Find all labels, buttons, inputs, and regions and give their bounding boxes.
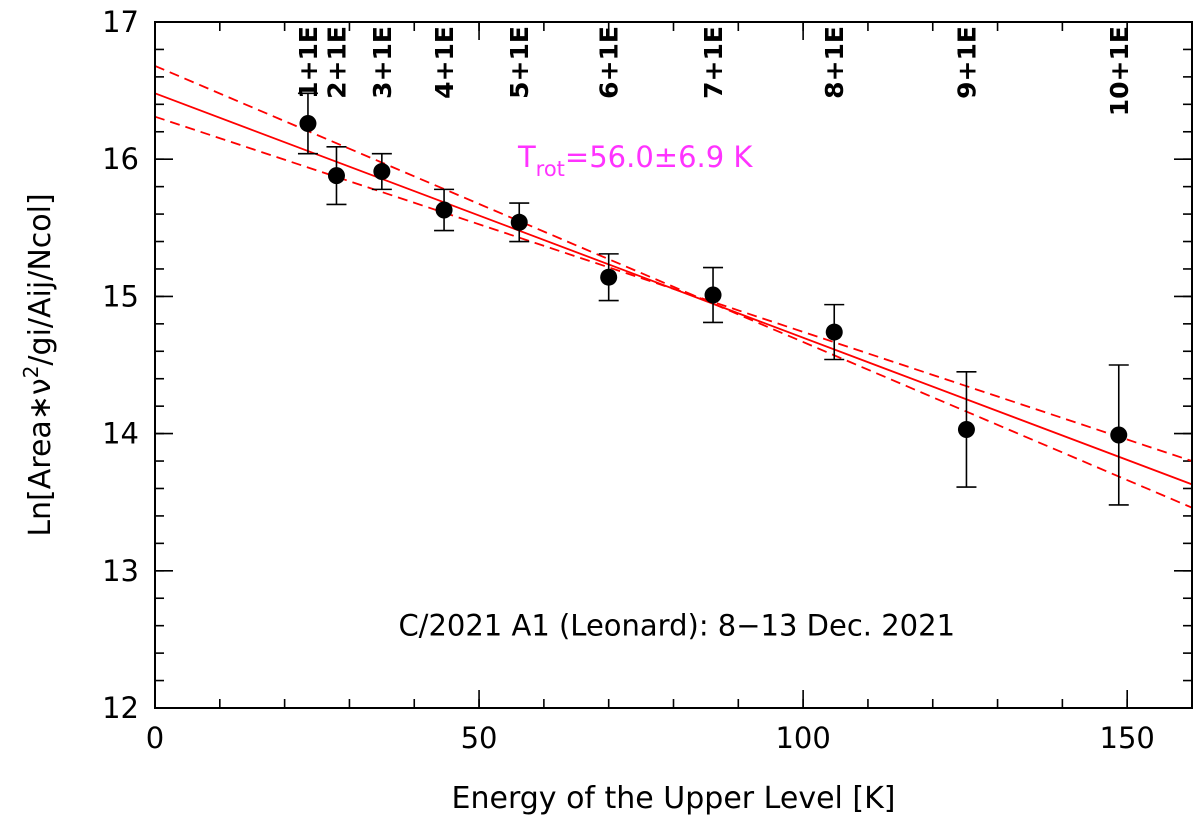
y-axis-label: Ln[Area∗ν2/gi/Aij/Ncol] bbox=[19, 193, 58, 536]
fit-uncertainty-line bbox=[154, 115, 1193, 462]
data-point bbox=[435, 201, 453, 219]
transition-label: 2+1E bbox=[322, 26, 351, 99]
data-point bbox=[704, 286, 722, 304]
data-point bbox=[510, 213, 528, 231]
transition-label: 10+1E bbox=[1105, 26, 1134, 116]
transition-label: 8+1E bbox=[820, 26, 849, 99]
y-tick-label: 13 bbox=[102, 554, 139, 588]
transition-label: 4+1E bbox=[430, 26, 459, 99]
trot-subscript: rot bbox=[536, 157, 565, 181]
data-point bbox=[1110, 426, 1128, 444]
transition-label: 1+1E bbox=[294, 26, 323, 99]
data-point bbox=[825, 323, 843, 341]
x-axis-label: Energy of the Upper Level [K] bbox=[452, 781, 896, 816]
plot-frame bbox=[154, 21, 1193, 709]
data-point bbox=[299, 115, 317, 133]
data-point bbox=[957, 420, 975, 438]
data-point bbox=[373, 163, 391, 181]
y-axis-label-rest: /gi/Aij/Ncol] bbox=[23, 193, 58, 365]
data-points bbox=[299, 115, 1128, 444]
data-point bbox=[600, 268, 618, 286]
x-tick-label: 150 bbox=[1100, 721, 1155, 755]
transition-label: 3+1E bbox=[368, 26, 397, 99]
transition-label: 6+1E bbox=[595, 26, 624, 99]
x-tick-label: 50 bbox=[461, 721, 498, 755]
trot-value: =56.0±6.9 K bbox=[565, 140, 754, 174]
y-tick-label: 15 bbox=[102, 279, 139, 313]
trot-symbol: T bbox=[517, 140, 536, 174]
y-axis-label-main: Ln[Area∗ν bbox=[23, 378, 58, 536]
rotational-temperature-label: Trot=56.0±6.9 K bbox=[517, 140, 753, 181]
x-tick-label: 0 bbox=[146, 721, 164, 755]
transition-label: 9+1E bbox=[952, 26, 981, 99]
comet-observation-annotation: C/2021 A1 (Leonard): 8−13 Dec. 2021 bbox=[398, 609, 955, 643]
y-axis-label-superscript: 2 bbox=[19, 366, 43, 379]
y-tick-label: 16 bbox=[102, 142, 139, 176]
y-tick-label: 14 bbox=[102, 417, 139, 451]
x-tick-label: 100 bbox=[775, 721, 830, 755]
transition-label: 5+1E bbox=[505, 26, 534, 99]
tick-labels: 0 50 100 150 12 13 14 15 16 17 bbox=[102, 5, 1155, 755]
transition-labels: 1+1E 2+1E 3+1E 4+1E 5+1E 6+1E 7+1E 8+1E 9+1E 10+1… bbox=[294, 26, 1134, 116]
data-point bbox=[327, 167, 345, 185]
y-tick-label: 12 bbox=[102, 691, 139, 725]
transition-label: 7+1E bbox=[699, 26, 728, 99]
fit-lines bbox=[154, 65, 1193, 509]
fit-uncertainty-line bbox=[154, 65, 1193, 509]
y-tick-label: 17 bbox=[102, 5, 139, 39]
